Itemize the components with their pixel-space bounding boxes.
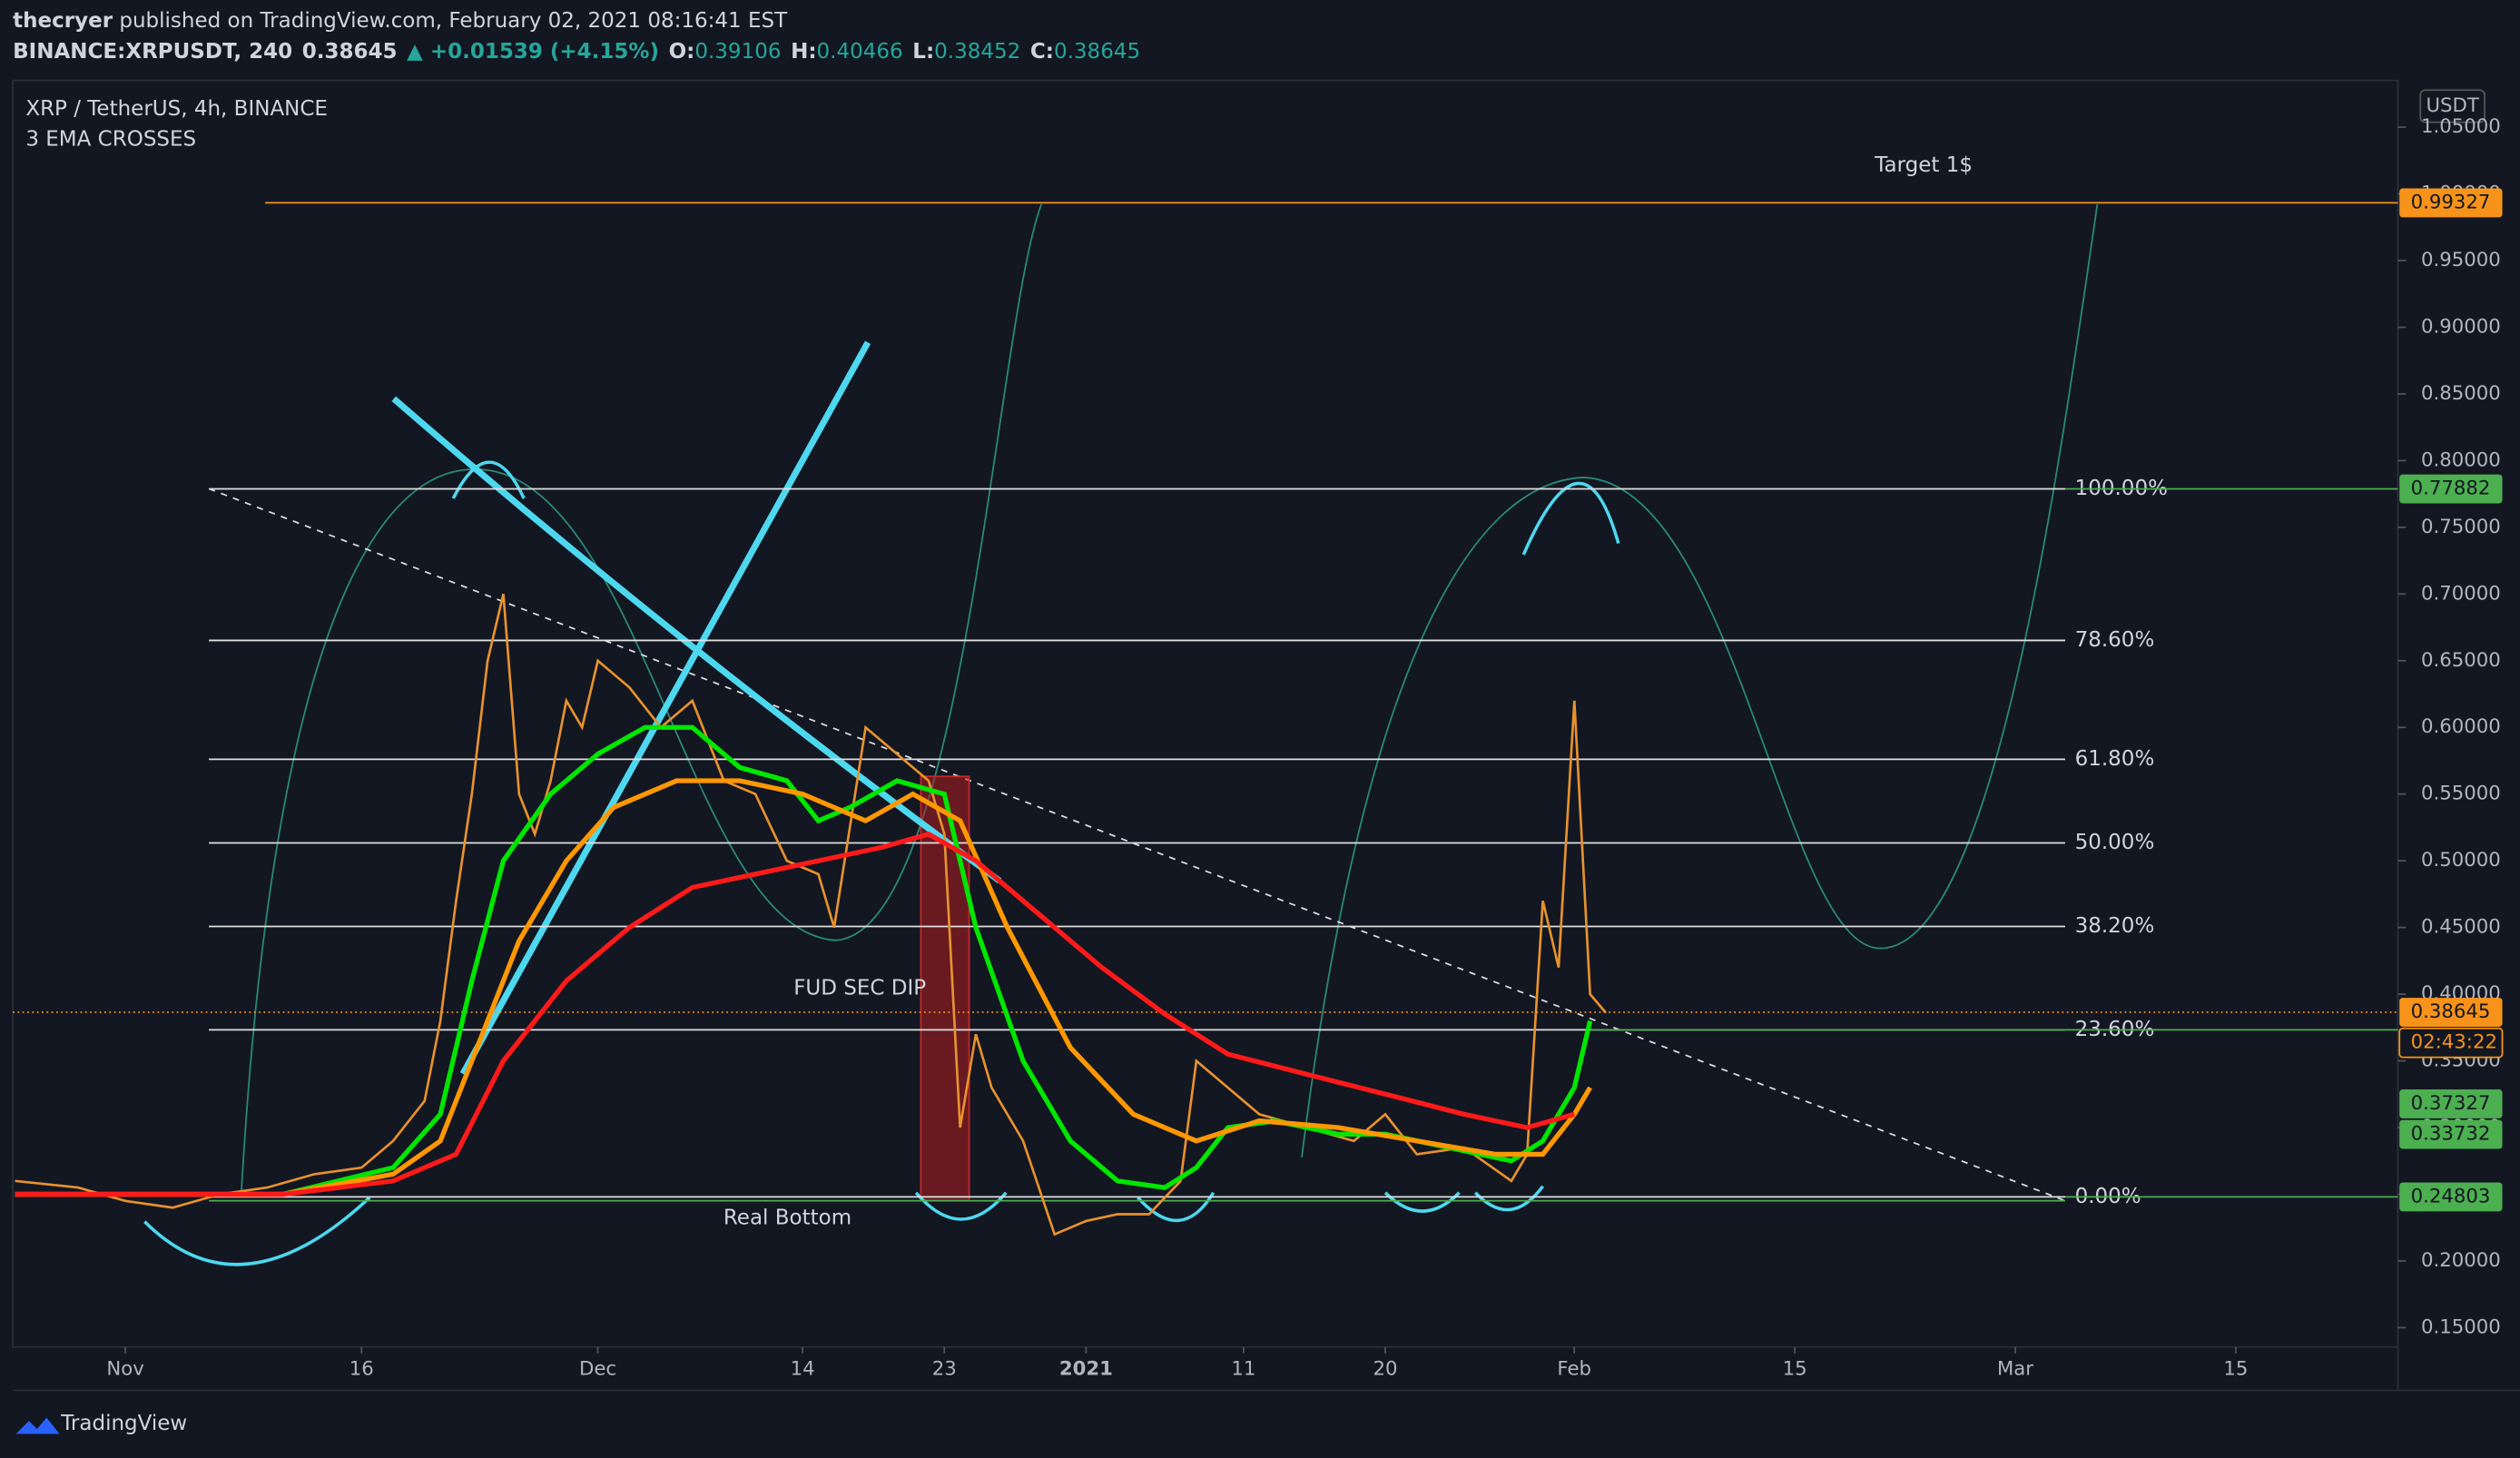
ohlc-value: 0.40466 [817,39,903,63]
x-tick-label: 16 [349,1358,374,1381]
top-arc [451,460,526,499]
y-tick-label: 0.95000 [2421,249,2501,271]
price-line [15,778,1592,1197]
cycle-curve [1301,203,2099,1158]
publish-line: thecryer published on TradingView.com, F… [13,9,788,33]
symbol: BINANCE:XRPUSDT, 240 [13,39,292,63]
y-tick-label: 0.45000 [2421,916,2501,939]
y-tick-label: 1.05000 [2421,115,2501,138]
y-tick-label: 0.90000 [2421,315,2501,338]
unit-box [2419,89,2486,123]
bottom-arc [143,1196,371,1266]
x-tick-label: Feb [1557,1358,1591,1381]
cycle-curve [240,203,1043,1198]
countdown: 02:43:22 [2411,1031,2497,1054]
y-tick-label: 0.65000 [2421,649,2501,672]
y-tick-label: 0.85000 [2421,382,2501,405]
trend-line [208,488,2066,1202]
y-tick-label: 0.75000 [2421,516,2501,538]
x-tick-label: 14 [791,1358,815,1381]
x-tick-label: 15 [2223,1358,2248,1381]
drawings [143,203,2099,1266]
x-tick-label: Nov [106,1358,143,1381]
ohlc-key: C: [1030,39,1054,63]
y-tick-label: 0.50000 [2421,849,2501,872]
user: thecryer [13,9,113,33]
ohlc-key: L: [912,39,934,63]
fib-label: 50.00% [2075,831,2155,854]
price-label: 0.33732 [2411,1123,2491,1146]
y-tick-label: 0.60000 [2421,715,2501,738]
y-tick-label: 0.55000 [2421,783,2501,805]
annotation: Real Bottom [724,1207,851,1230]
ohlc-value: 0.38645 [1054,39,1140,63]
ohlc-value: 0.38452 [934,39,1020,63]
top-arc [1521,481,1620,556]
price-label-bg [2399,1182,2503,1212]
price-label: 0.37327 [2411,1092,2491,1115]
x-tick-label: 20 [1373,1358,1398,1381]
bottom-arc [1473,1185,1545,1212]
price-label: 0.38645 [2411,1000,2491,1023]
symbol-line: BINANCE:XRPUSDT, 240 0.38645 ▲ +0.01539 (+… [13,39,1140,63]
change: ▲ +0.01539 (+4.15%) [407,39,659,63]
ohlc-value: 0.39106 [694,39,781,63]
fib-label: 38.20% [2075,914,2155,938]
price-label: 0.77882 [2411,478,2491,500]
y-unit: USDT [2426,94,2479,117]
x-tick-label: Dec [579,1358,616,1381]
ohlc-key: H: [791,39,816,63]
x-tick-label: Mar [1997,1358,2033,1381]
published: published on TradingView.com, February 0… [113,9,788,33]
y-tick-label: 0.80000 [2421,448,2501,471]
price-label-bg [2399,474,2503,504]
last-price: 0.38645 [302,39,398,63]
price-label: 0.24803 [2411,1185,2491,1207]
logo [15,1417,60,1434]
price-line [15,831,1576,1197]
y-tick-label: 0.20000 [2421,1249,2501,1272]
price-label: 0.99327 [2411,191,2491,213]
countdown-bg [2398,1027,2504,1059]
price-line [15,593,1608,1236]
annotation: FUD SEC DIP [793,976,926,1000]
x-tick-label: 23 [932,1358,957,1381]
x-tick-label: 11 [1231,1358,1255,1381]
chart-subtitle: 3 EMA CROSSES [25,128,196,152]
fib-label: 61.80% [2075,747,2155,771]
bottom-arc [1137,1191,1216,1223]
brand: TradingView [60,1412,187,1435]
fib-label: 78.60% [2075,628,2155,652]
x-tick-label: 2021 [1059,1358,1113,1381]
x-tick-label: 15 [1783,1358,1807,1381]
ohlc-key: O: [669,39,695,63]
bottom-arc [914,1191,1008,1221]
chart-title: XRP / TetherUS, 4h, BINANCE [25,97,328,121]
price-label-bg [2399,188,2503,218]
y-tick-label: 0.15000 [2421,1315,2501,1338]
price-label-bg [2399,1089,2503,1118]
price-label-bg [2399,1119,2503,1149]
bottom-arc [1383,1191,1461,1213]
y-tick-label: 0.70000 [2421,582,2501,605]
up-trend [459,340,871,1076]
annotation: Target 1$ [1874,153,1973,177]
price-label-bg [2399,998,2503,1027]
